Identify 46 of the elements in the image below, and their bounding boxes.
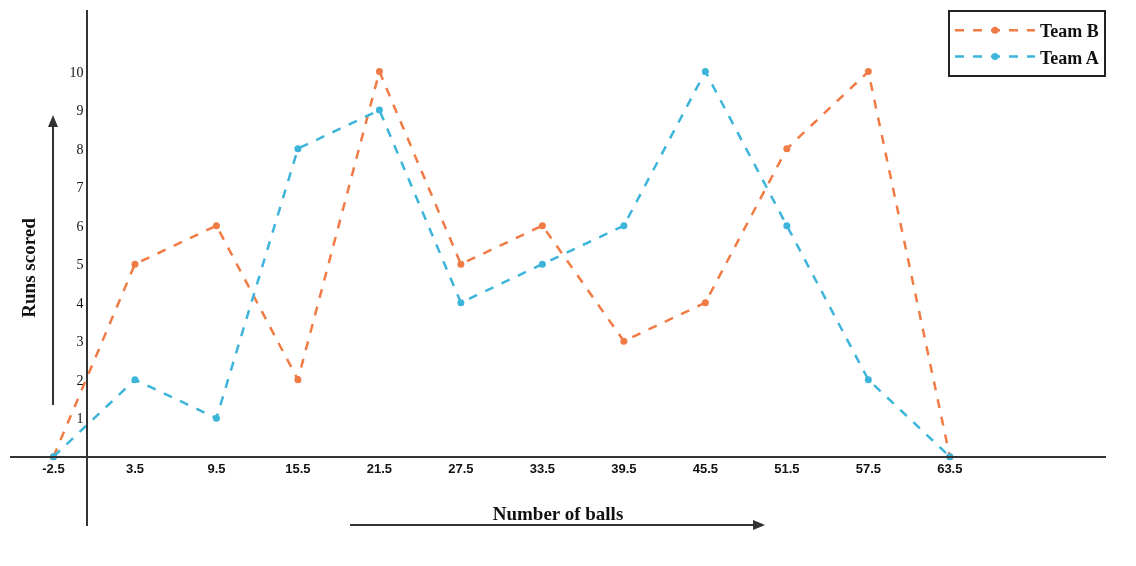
point — [212, 222, 220, 230]
x-tick-label: 57.5 — [855, 461, 881, 477]
x-tick-label: -2.5 — [42, 461, 65, 477]
y-tick-label: 4 — [76, 295, 84, 311]
x-tick-label: 21.5 — [366, 461, 393, 477]
point — [864, 376, 872, 384]
point — [294, 376, 302, 384]
y-tick-label: 2 — [76, 372, 84, 388]
y-tick-label: 1 — [76, 411, 84, 427]
point — [375, 106, 383, 114]
point — [783, 222, 791, 230]
y-tick-label: 9 — [76, 103, 84, 119]
x-tick-label: 51.5 — [774, 461, 800, 477]
x-tick-label: 3.5 — [125, 461, 144, 477]
point — [701, 299, 709, 307]
x-tick-label: 15.5 — [285, 461, 311, 477]
y-tick-label: 8 — [76, 141, 84, 157]
legend-label: Team B — [1040, 21, 1099, 42]
y-tick-label: 7 — [76, 180, 84, 196]
point — [457, 299, 465, 307]
y-axis-title: Runs scored — [17, 217, 39, 318]
legend-label: Team A — [1040, 47, 1099, 68]
point — [212, 414, 220, 422]
point — [457, 260, 465, 268]
point — [294, 145, 302, 153]
point — [620, 222, 628, 230]
point — [375, 68, 383, 76]
x-tick-label: 63.5 — [937, 461, 963, 477]
point — [783, 145, 791, 153]
x-tick-label: 9.5 — [207, 461, 226, 477]
point — [864, 68, 872, 76]
point — [538, 260, 546, 268]
point — [701, 68, 709, 76]
y-tick-label: 6 — [76, 218, 84, 234]
x-axis-title: Number of balls — [492, 502, 624, 524]
point — [131, 376, 139, 384]
x-tick-label: 39.5 — [611, 461, 637, 477]
x-tick-label: 27.5 — [448, 461, 474, 477]
y-tick-label: 5 — [76, 257, 84, 273]
point — [538, 222, 546, 230]
point — [620, 337, 628, 345]
x-tick-label: 45.5 — [692, 461, 719, 477]
x-tick-label: 33.5 — [529, 461, 556, 477]
y-tick-label: 3 — [76, 334, 84, 350]
y-tick-label: 10 — [69, 64, 84, 80]
point — [131, 260, 139, 268]
